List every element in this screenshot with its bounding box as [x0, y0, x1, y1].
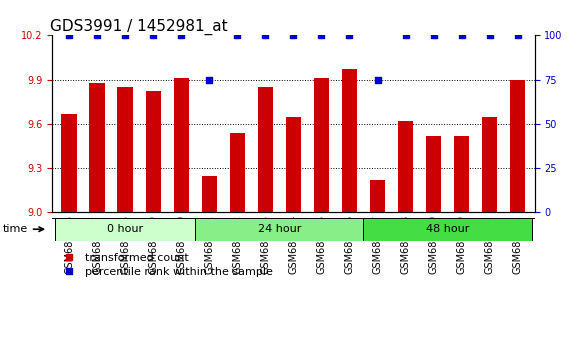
Bar — [510, 80, 525, 212]
Bar — [89, 82, 105, 212]
Point — [401, 33, 410, 38]
Point — [457, 33, 467, 38]
Bar — [174, 78, 189, 212]
Text: 24 hour: 24 hour — [258, 224, 301, 234]
Bar — [426, 136, 442, 212]
Point — [345, 33, 354, 38]
Point — [289, 33, 298, 38]
Bar — [342, 69, 357, 212]
Point — [317, 33, 326, 38]
Bar — [145, 91, 161, 212]
Legend: transformed count, percentile rank within the sample: transformed count, percentile rank withi… — [58, 253, 272, 277]
Point — [120, 33, 130, 38]
Bar — [398, 121, 413, 212]
Bar — [454, 136, 469, 212]
Text: 0 hour: 0 hour — [107, 224, 144, 234]
Bar — [117, 87, 133, 212]
Text: time: time — [3, 224, 44, 234]
Point — [177, 33, 186, 38]
Bar — [286, 116, 301, 212]
Bar — [482, 116, 497, 212]
Point — [373, 77, 382, 82]
Bar — [364, 218, 532, 241]
Text: GDS3991 / 1452981_at: GDS3991 / 1452981_at — [50, 19, 228, 35]
Bar — [55, 218, 195, 241]
Bar — [195, 218, 364, 241]
Point — [92, 33, 102, 38]
Point — [149, 33, 158, 38]
Point — [429, 33, 438, 38]
Bar — [62, 114, 77, 212]
Bar — [229, 133, 245, 212]
Point — [261, 33, 270, 38]
Point — [513, 33, 522, 38]
Point — [205, 77, 214, 82]
Point — [232, 33, 242, 38]
Bar — [370, 180, 385, 212]
Point — [64, 33, 74, 38]
Bar — [257, 87, 273, 212]
Point — [485, 33, 494, 38]
Bar — [202, 176, 217, 212]
Bar — [314, 78, 329, 212]
Text: 48 hour: 48 hour — [426, 224, 469, 234]
